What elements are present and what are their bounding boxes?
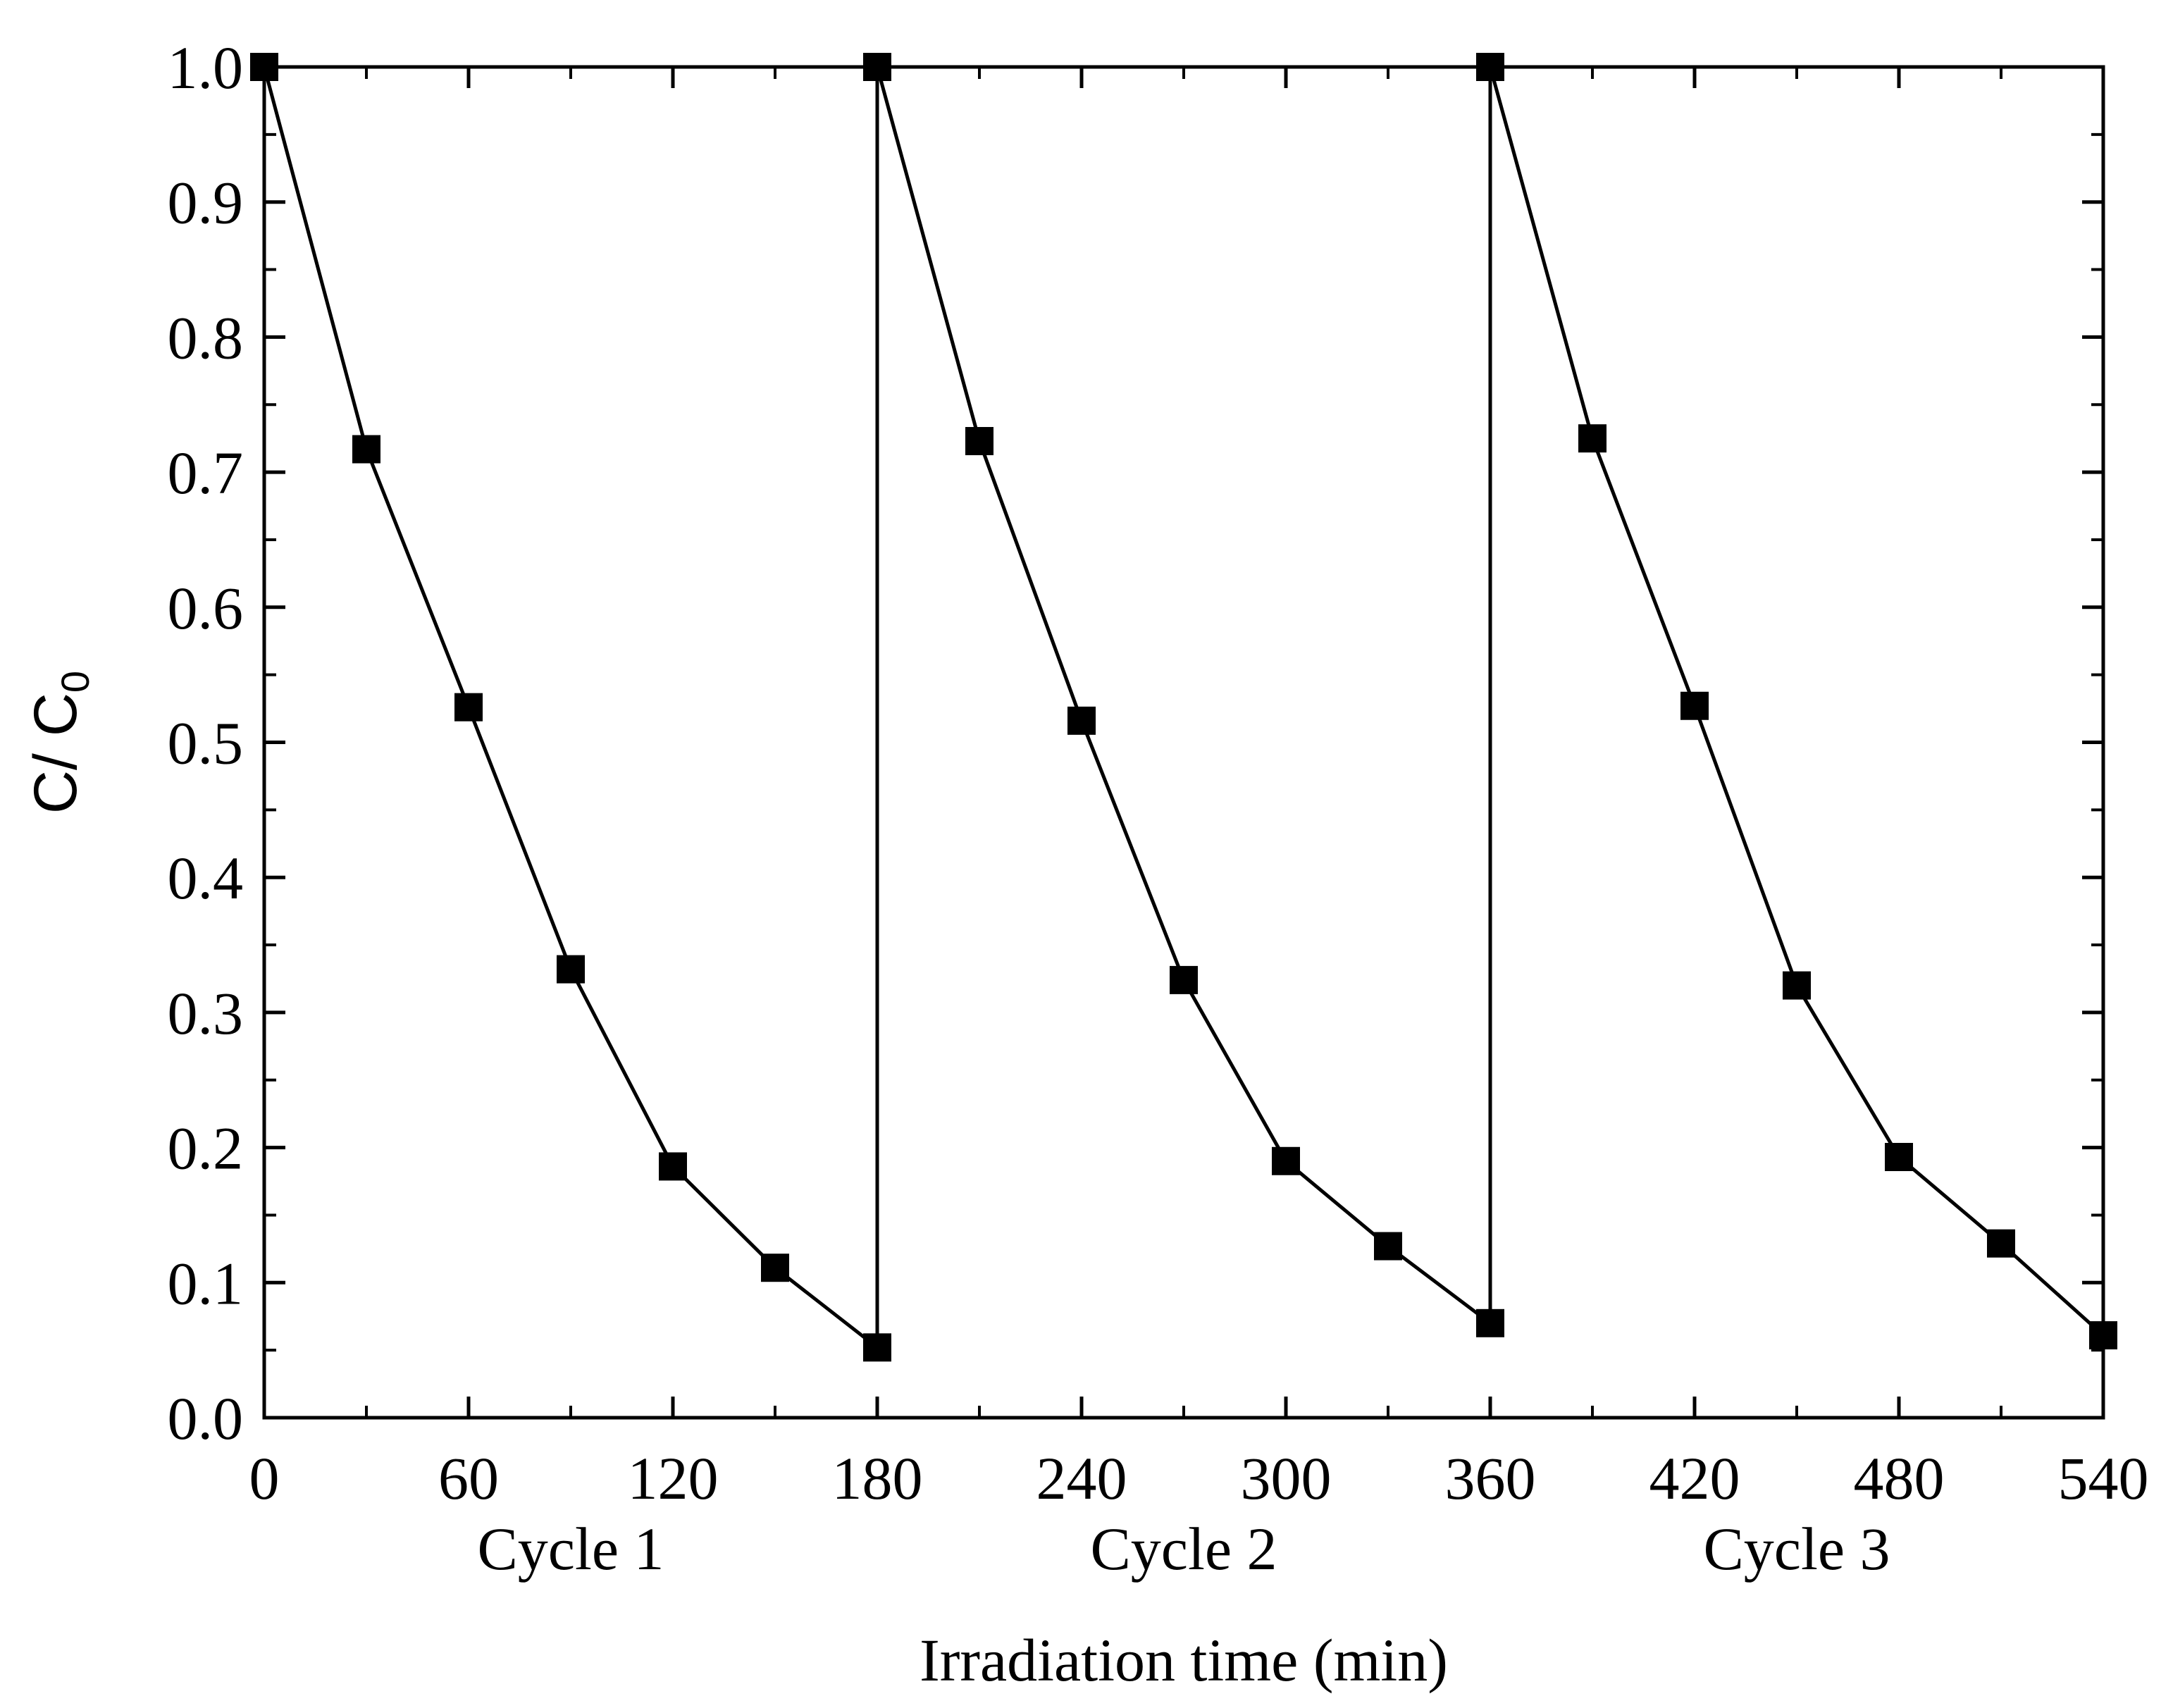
ticks-layer: [262, 65, 2105, 1420]
x-tick-label: 540: [2058, 1444, 2149, 1512]
data-point: [1374, 1232, 1402, 1261]
x-tick-label: 120: [628, 1444, 719, 1512]
data-point: [557, 955, 585, 984]
data-point: [1578, 424, 1606, 453]
y-tick-label: 1.0: [168, 34, 244, 101]
tick-labels: 0 60 120 180 240 300 360 420 480 540 0.0 0.1 0.2 0.3 0…: [168, 34, 2149, 1512]
x-tick-label: 300: [1241, 1444, 1332, 1512]
x-tick-label: 420: [1649, 1444, 1740, 1512]
data-point: [1272, 1146, 1300, 1175]
cycle-label: Cycle 1: [477, 1515, 664, 1583]
y-tick-label: 0.0: [168, 1385, 244, 1452]
cycle-label: Cycle 2: [1090, 1515, 1277, 1583]
y-tick-label: 0.5: [168, 710, 244, 777]
x-tick-label: 240: [1036, 1444, 1127, 1512]
data-point: [1783, 971, 1811, 1000]
y-tick-label: 0.2: [168, 1115, 244, 1182]
data-point: [659, 1152, 687, 1181]
data-point: [863, 1333, 891, 1362]
data-point: [1885, 1143, 1913, 1172]
x-tick-label: 480: [1854, 1444, 1945, 1512]
y-tick-label: 0.1: [168, 1249, 244, 1317]
y-axis-title-subscript: 0: [53, 671, 97, 693]
y-axis-title: C/ C0: [22, 671, 97, 814]
x-tick-label: 360: [1445, 1444, 1536, 1512]
cycle-label: Cycle 3: [1703, 1515, 1890, 1583]
x-axis-title: Irradiation time (min): [920, 1626, 1448, 1694]
x-tick-label: 60: [438, 1444, 499, 1512]
minor-ticks: [264, 67, 2103, 1418]
data-point: [352, 435, 380, 464]
data-point: [1476, 1308, 1504, 1337]
y-tick-label: 0.8: [168, 304, 244, 371]
data-point: [1680, 691, 1709, 720]
cycle-labels: Cycle 1 Cycle 2 Cycle 3: [477, 1515, 1890, 1583]
data-point: [761, 1254, 789, 1282]
x-tick-label: 0: [249, 1444, 280, 1512]
y-tick-label: 0.6: [168, 574, 244, 642]
y-tick-label: 0.4: [168, 844, 244, 912]
data-point: [1170, 965, 1198, 994]
data-point: [1067, 706, 1096, 735]
y-axis-title-main: C/ C: [22, 693, 89, 814]
data-point: [1987, 1229, 2015, 1258]
data-point: [965, 427, 993, 456]
y-tick-label: 0.3: [168, 979, 244, 1047]
y-tick-label: 0.7: [168, 439, 244, 507]
x-tick-label: 180: [832, 1444, 923, 1512]
data-point: [454, 693, 483, 722]
y-tick-label: 0.9: [168, 169, 244, 237]
